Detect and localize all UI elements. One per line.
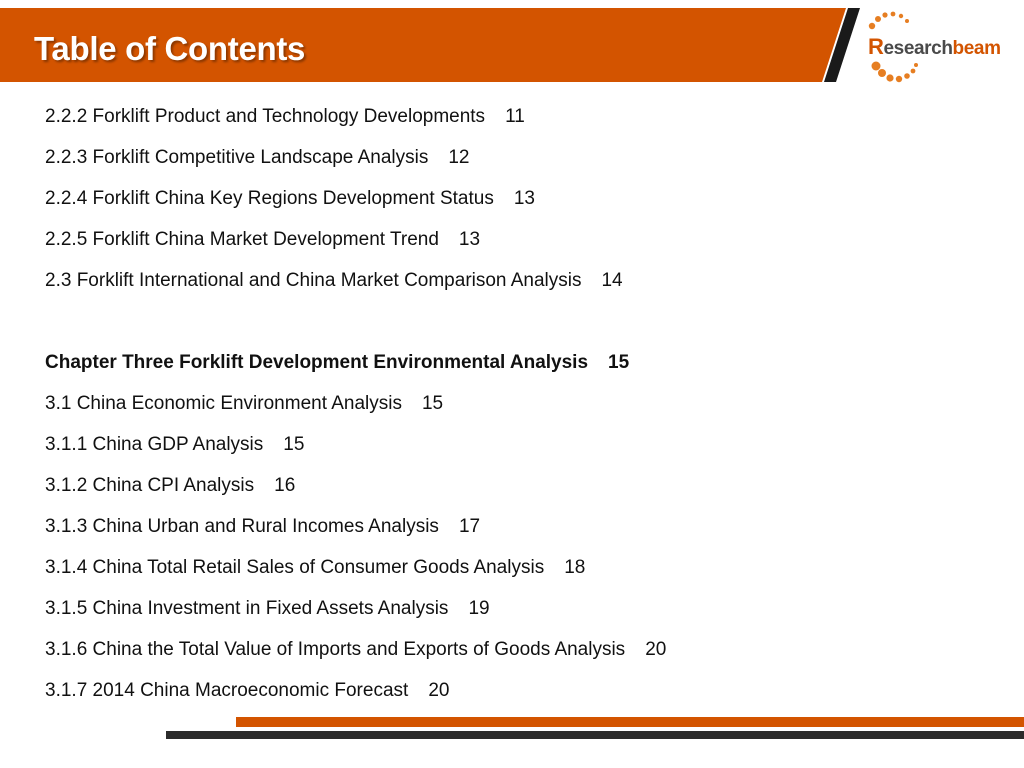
researchbeam-logo-icon <box>868 11 918 83</box>
header-band <box>0 8 860 82</box>
toc-entry-page: 17 <box>458 516 481 537</box>
page-title: Table of Contents <box>34 30 306 67</box>
toc-chapter-entry: Chapter Three Forklift Development Envir… <box>45 350 984 391</box>
toc-entry-title: 3.1 China Economic Environment Analysis <box>45 393 402 414</box>
toc-entry-page: 15 <box>283 434 305 455</box>
toc-entry-title: 2.2.4 Forklift China Key Regions Develop… <box>45 188 494 209</box>
logo-wordmark: Researchbeam <box>868 34 1001 60</box>
toc-spacer <box>45 309 984 350</box>
toc-entry: 3.1.2 China CPI Analysis 16 <box>45 473 984 514</box>
toc-entry: 2.2.2 Forklift Product and Technology De… <box>45 104 984 145</box>
toc-entry: 2.2.3 Forklift Competitive Landscape Ana… <box>45 145 984 186</box>
toc-entry-title: 2.3 Forklift International and China Mar… <box>45 270 582 291</box>
toc-entry-title: Chapter Three Forklift Development Envir… <box>45 352 589 373</box>
toc-entry: 3.1.3 China Urban and Rural Incomes Anal… <box>45 514 984 555</box>
logo-word-beam: beam <box>952 38 1001 59</box>
toc-entry: 3.1.5 China Investment in Fixed Assets A… <box>45 596 984 637</box>
toc-entry-title: 3.1.6 China the Total Value of Imports a… <box>45 639 626 660</box>
toc-entry-page: 15 <box>608 352 630 373</box>
footer-rule-orange <box>236 717 1024 727</box>
toc-list: 2.2.2 Forklift Product and Technology De… <box>45 104 984 719</box>
logo-word-search: esearch <box>883 38 953 59</box>
logo-letter-r: R <box>868 34 884 59</box>
toc-entry: 2.2.5 Forklift China Market Development … <box>45 227 984 268</box>
toc-entry: 3.1.6 China the Total Value of Imports a… <box>45 637 984 678</box>
toc-entry-page: 11 <box>505 106 525 127</box>
toc-entry-title: 3.1.7 2014 China Macroeconomic Forecast <box>45 680 409 701</box>
header-band-shape <box>0 8 860 82</box>
toc-entry-page: 13 <box>458 229 481 250</box>
toc-entry-page: 20 <box>645 639 667 660</box>
toc-entry-page: 19 <box>468 598 490 619</box>
toc-entry: 3.1.1 China GDP Analysis 15 <box>45 432 984 473</box>
toc-entry-page: 18 <box>564 557 586 578</box>
toc-entry: 3.1.7 2014 China Macroeconomic Forecast 2… <box>45 678 984 719</box>
toc-entry-title: 2.2.5 Forklift China Market Development … <box>45 229 439 250</box>
toc-entry: 3.1.4 China Total Retail Sales of Consum… <box>45 555 984 596</box>
toc-entry-page: 13 <box>513 188 535 209</box>
toc-entry-title: 3.1.1 China GDP Analysis <box>45 434 264 455</box>
toc-entry-page: 14 <box>601 270 623 291</box>
toc-entry-title: 2.2.3 Forklift Competitive Landscape Ana… <box>45 147 429 168</box>
toc-entry-title: 3.1.5 China Investment in Fixed Assets A… <box>45 598 449 619</box>
toc-entry-title: 3.1.4 China Total Retail Sales of Consum… <box>45 557 545 578</box>
toc-entry-title: 3.1.3 China Urban and Rural Incomes Anal… <box>45 516 439 537</box>
toc-entry: 3.1 China Economic Environment Analysis 1… <box>45 391 984 432</box>
toc-entry-page: 16 <box>274 475 296 496</box>
toc-entry: 2.3 Forklift International and China Mar… <box>45 268 984 309</box>
toc-entry-title: 2.2.2 Forklift Product and Technology De… <box>45 106 486 127</box>
toc-entry: 2.2.4 Forklift China Key Regions Develop… <box>45 186 984 227</box>
toc-entry-page: 15 <box>421 393 444 414</box>
toc-entry-page: 12 <box>448 147 470 168</box>
footer-rule-dark <box>166 731 1024 739</box>
toc-entry-title: 3.1.2 China CPI Analysis <box>45 475 255 496</box>
toc-entry-page: 20 <box>428 680 450 701</box>
